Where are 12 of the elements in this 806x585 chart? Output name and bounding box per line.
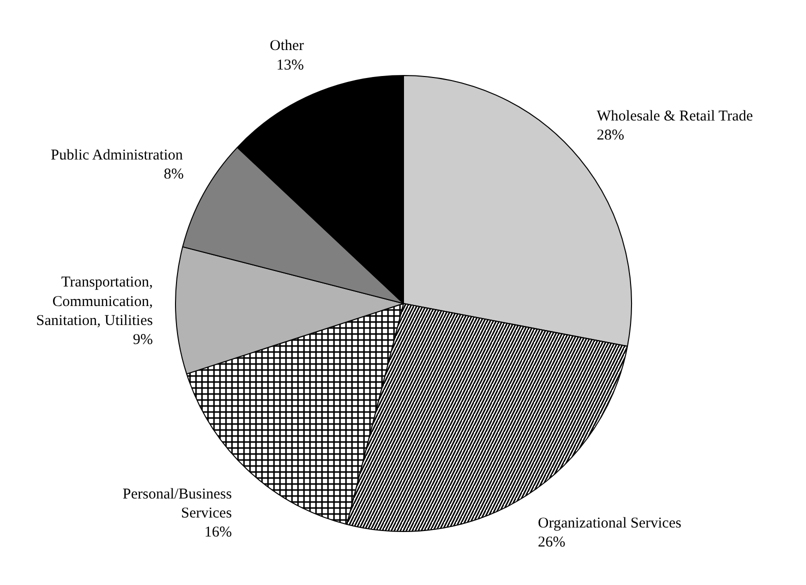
data-label: 26% [538, 534, 566, 550]
slice-label: Public Administration [50, 147, 184, 164]
data-label: 16% [204, 524, 232, 541]
slice-label: Organizational Services [538, 515, 682, 532]
data-label: 8% [164, 166, 184, 183]
slice-label: Other [270, 38, 304, 54]
data-label: 9% [132, 332, 153, 348]
data-label: 28% [596, 128, 624, 144]
slice-label: Transportation, Communication, Sanitation, Utilities [36, 274, 153, 329]
slice-label: Wholesale & Retail Trade [596, 108, 754, 124]
slice-label: Personal/Business Services [122, 486, 232, 522]
data-label: 13% [276, 57, 304, 74]
